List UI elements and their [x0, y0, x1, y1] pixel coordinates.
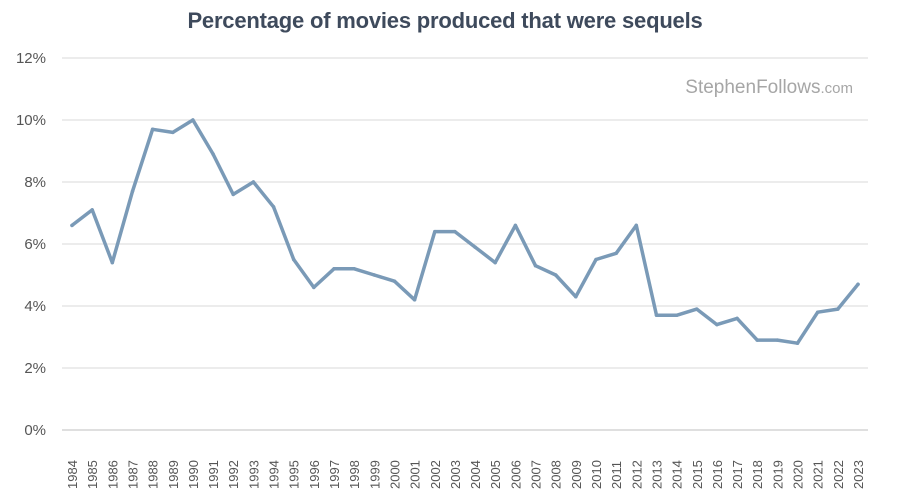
x-tick-label: 1985	[85, 460, 100, 489]
data-point	[433, 229, 437, 234]
data-point	[473, 245, 477, 249]
data-point	[312, 285, 316, 290]
x-tick-label: 2014	[670, 460, 685, 489]
data-point	[553, 273, 558, 277]
x-tick-label: 1997	[327, 460, 342, 489]
watermark-main: StephenFollows	[685, 77, 820, 98]
x-tick-label: 2022	[831, 460, 846, 489]
data-point	[715, 322, 719, 327]
x-tick-label: 2000	[387, 460, 402, 489]
x-axis-ticks: 1984 1985 1986 1987 1988 1989 1990 1991 1992 1993…	[65, 460, 866, 489]
x-tick-label: 2018	[750, 460, 765, 489]
watermark: StephenFollows.com	[685, 77, 853, 98]
watermark-suffix: .com	[820, 80, 853, 97]
x-tick-label: 1998	[347, 460, 362, 489]
y-tick-label: 2%	[24, 360, 46, 377]
x-tick-label: 2015	[690, 460, 705, 489]
x-tick-label: 2010	[589, 460, 604, 489]
x-tick-label: 2007	[529, 460, 544, 489]
data-point	[574, 294, 578, 299]
data-point	[513, 223, 518, 228]
data-point	[271, 205, 276, 209]
data-point	[110, 260, 115, 265]
y-axis-ticks: 0% 2% 4% 6% 8% 10% 12%	[16, 50, 46, 439]
data-point	[392, 279, 397, 283]
y-tick-label: 0%	[24, 422, 46, 439]
data-point	[90, 208, 94, 212]
x-tick-label: 1992	[226, 460, 241, 489]
x-tick-label: 2019	[770, 460, 785, 489]
x-tick-label: 2011	[609, 461, 624, 489]
y-tick-label: 10%	[16, 112, 46, 129]
y-tick-label: 12%	[16, 50, 46, 67]
x-tick-label: 2023	[851, 460, 866, 489]
data-point	[352, 267, 356, 271]
data-point	[372, 273, 377, 277]
data-point	[412, 298, 417, 302]
x-tick-label: 1999	[367, 460, 382, 489]
data-point	[614, 251, 618, 256]
data-point	[695, 307, 699, 311]
data-point	[856, 282, 860, 287]
x-tick-label: 1989	[166, 460, 181, 489]
data-point	[251, 180, 256, 184]
data-point	[291, 257, 296, 262]
x-tick-label: 1993	[246, 460, 261, 489]
x-tick-label: 2004	[468, 460, 483, 489]
x-tick-label: 2020	[791, 460, 806, 489]
data-point	[755, 338, 759, 342]
x-tick-label: 1994	[267, 460, 282, 489]
x-tick-label: 2016	[710, 460, 725, 489]
data-point	[191, 118, 195, 122]
data-point	[332, 267, 336, 271]
data-point	[594, 257, 598, 262]
data-point	[70, 223, 74, 228]
data-point	[533, 263, 538, 268]
data-point	[735, 316, 739, 321]
x-tick-label: 2002	[428, 460, 443, 489]
gridlines	[62, 57, 868, 431]
x-tick-label: 2017	[730, 460, 745, 489]
x-tick-label: 1987	[125, 460, 140, 489]
x-tick-label: 2005	[488, 460, 503, 489]
data-point	[654, 313, 659, 318]
x-tick-label: 2009	[569, 460, 584, 489]
data-point	[130, 189, 135, 194]
data-point	[836, 307, 840, 311]
data-point	[634, 223, 639, 228]
chart-title: Percentage of movies produced that were …	[187, 8, 703, 33]
x-tick-label: 1995	[287, 460, 302, 489]
x-tick-label: 2006	[508, 460, 523, 489]
series-line	[70, 118, 860, 345]
data-point	[171, 130, 175, 135]
x-tick-label: 2013	[649, 460, 664, 489]
y-tick-label: 6%	[24, 236, 46, 253]
data-point	[453, 229, 457, 234]
x-tick-label: 1988	[146, 460, 161, 489]
x-tick-label: 1996	[307, 460, 322, 489]
y-tick-label: 4%	[24, 298, 46, 315]
x-tick-label: 1991	[206, 460, 221, 489]
x-tick-label: 2001	[408, 460, 423, 489]
data-point	[795, 341, 800, 345]
x-tick-label: 1990	[186, 460, 201, 489]
data-point	[674, 313, 679, 318]
data-point	[775, 338, 780, 342]
x-tick-label: 2021	[811, 460, 826, 489]
x-tick-label: 2003	[448, 460, 463, 489]
x-tick-label: 1986	[105, 460, 120, 489]
x-tick-label: 2012	[629, 460, 644, 489]
x-tick-label: 1984	[65, 460, 80, 489]
data-point	[231, 192, 235, 197]
data-point	[211, 152, 215, 156]
x-tick-label: 2008	[549, 460, 564, 489]
series-layer	[70, 118, 860, 345]
data-point	[815, 310, 820, 314]
y-tick-label: 8%	[24, 174, 46, 191]
data-point	[150, 127, 155, 132]
data-point	[493, 260, 497, 265]
